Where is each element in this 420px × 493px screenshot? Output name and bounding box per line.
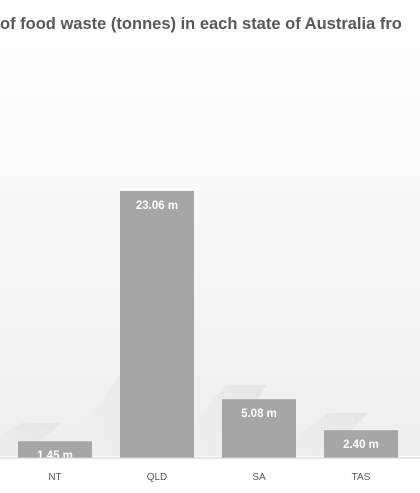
bar-sa: [222, 399, 296, 458]
x-tick-nt: NT: [48, 472, 61, 483]
data-label-tas: 2.40 m: [343, 439, 379, 451]
data-label-qld: 23.06 m: [136, 200, 178, 212]
x-tick-tas: TAS: [352, 472, 371, 483]
data-label-nt: 1.45 m: [37, 450, 73, 462]
bar-shadow: [0, 422, 63, 458]
bar-tas: [324, 430, 398, 458]
plot-background: [0, 40, 420, 456]
data-label-sa: 5.08 m: [241, 408, 277, 420]
bar-qld: [120, 191, 194, 458]
chart-title: of food waste (tonnes) in each state of …: [0, 15, 402, 33]
x-tick-qld: QLD: [147, 472, 168, 483]
bar-nt: [18, 441, 92, 458]
x-tick-sa: SA: [252, 472, 266, 483]
